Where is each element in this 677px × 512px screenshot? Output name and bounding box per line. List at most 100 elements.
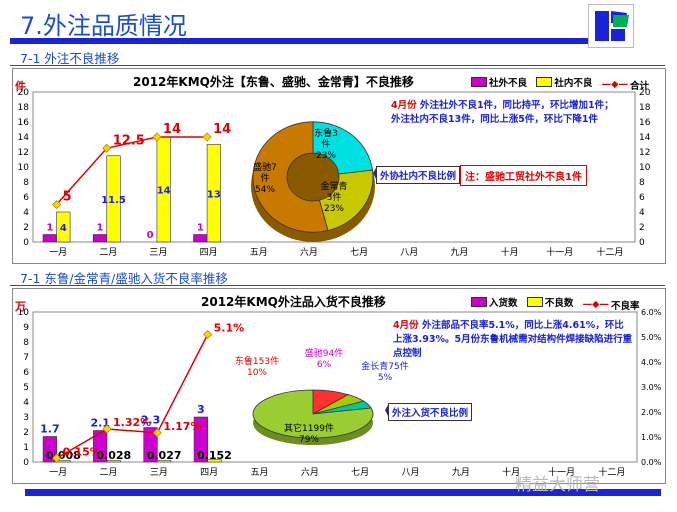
note-text: 外注部品不良率5.1%，同比上涨4.61%，环比上涨3.93%。5月份东鲁机械需…	[393, 320, 633, 359]
y2-tick-label: 10	[639, 163, 651, 173]
data-label: 0.028	[96, 449, 131, 462]
y-tick-label: 6	[23, 368, 29, 378]
line-marker	[102, 143, 112, 153]
legend-item: 合计	[629, 80, 649, 92]
pie-label: 盛驰7	[253, 161, 277, 173]
pie-label: 东鲁3	[314, 127, 338, 139]
line-data-label: 5	[63, 190, 72, 205]
y-tick-label: 4	[23, 208, 29, 218]
pie-slice	[318, 169, 374, 231]
pie-slice	[252, 121, 329, 233]
chart1-panel: 2012年KMQ外注【东鲁、盛驰、金常青】不良推移 社外不良 社内不良 —◆— 合…	[12, 68, 666, 264]
x-tick-label: 十月	[501, 246, 519, 258]
pie-label: 件	[260, 172, 269, 184]
x-tick-label: 八月	[401, 467, 419, 478]
y-tick-label: 1	[23, 443, 29, 453]
y2-tick-label: 6	[639, 193, 645, 203]
x-tick-label: 五月	[250, 467, 268, 478]
y2-tick-label: 4	[639, 208, 645, 218]
chart2-plot: 万 0 1 2 3 4 5 6 7 8 9 10 0.0% 1.0% 2.0% 3.0% 4.0% 5.0% 6.0…	[14, 300, 662, 478]
title-underline	[10, 38, 588, 44]
y2-tick-label: 0	[639, 238, 645, 248]
pie-label: 5%	[378, 373, 393, 383]
data-label: 4	[60, 223, 67, 234]
legend-item: 不良数	[544, 298, 574, 309]
y-tick-label: 8	[23, 178, 29, 188]
note-prefix: 4月份	[391, 100, 417, 111]
pie-label: 3件	[327, 191, 342, 203]
y-tick-label: 8	[23, 338, 29, 348]
y2-tick-label: 3.0%	[641, 383, 662, 392]
y-tick-label: 2	[23, 223, 29, 233]
x-tick-label: 六月	[300, 246, 318, 258]
y-tick-label: 9	[23, 323, 29, 333]
pie-slice	[252, 389, 374, 439]
data-label: 1	[96, 223, 103, 234]
x-tick-label: 八月	[400, 247, 418, 258]
y2-tick-label: 0.0%	[641, 458, 662, 467]
y2-tick-label: 2.0%	[641, 408, 662, 417]
section-rule-2	[10, 285, 665, 286]
y-tick-label: 0	[23, 238, 29, 248]
bar-社内不良	[56, 211, 71, 243]
x-tick-label: 十二月	[596, 246, 623, 258]
chart2-panel: 2012年KMQ外注品入货不良推移 入货数 不良数 —◆— 不良率 万 0 1 2 3 4 5…	[12, 288, 666, 484]
bar-入货数	[42, 436, 57, 463]
pie-label: 金长青75件	[361, 360, 408, 372]
bar-社外不良	[42, 234, 57, 243]
chart1-note: 4月份 外注社外不良1件，同比持平，环比增加1件；外注社内不良13件，同比上涨5…	[391, 99, 621, 127]
legend-item: 社内不良	[554, 78, 593, 89]
y2-tick-label: 2	[639, 223, 645, 233]
y2-tick-label: 16	[639, 118, 651, 128]
chart1-title: 2012年KMQ外注【东鲁、盛驰、金常青】不良推移	[133, 75, 414, 89]
footer-bar	[25, 489, 661, 496]
y-tick-label: 12	[18, 148, 29, 158]
pie-label: 23%	[324, 204, 344, 214]
bar-入货数	[93, 430, 108, 463]
y2-tick-label: 8	[639, 178, 645, 188]
pie-label: 金常青	[320, 180, 347, 192]
data-label: 14	[157, 186, 171, 197]
pie-label: 东鲁153件	[235, 355, 279, 367]
y2-tick-label: 20	[639, 88, 651, 98]
x-tick-label: 十二月	[598, 466, 625, 478]
line-data-label: 14	[163, 122, 181, 137]
pie-slice	[312, 121, 373, 175]
section-heading-2: 7-1 东鲁/金常青/盛驰入货不良率推移	[20, 271, 228, 286]
data-label: 1	[197, 223, 204, 234]
line-marker	[52, 453, 62, 463]
y-tick-label: 16	[18, 118, 30, 128]
chart2-legend: 入货数 不良数 —◆— 不良率	[471, 295, 645, 312]
line-不良率	[56, 334, 209, 459]
x-tick-label: 九月	[450, 247, 468, 258]
page-title: 7.外注品质情况	[20, 12, 187, 40]
section-rule-1	[10, 65, 665, 66]
x-tick-label: 五月	[250, 247, 268, 258]
callout-arrow	[373, 168, 376, 179]
bar-社外不良	[193, 234, 208, 243]
x-tick-label: 十一月	[546, 246, 573, 258]
y-tick-label: 7	[23, 353, 29, 363]
y-tick-label: 3	[23, 413, 29, 423]
note-prefix: 4月份	[393, 320, 419, 331]
y2-tick-label: 14	[639, 133, 651, 143]
line-marker	[102, 424, 112, 434]
x-tick-label: 六月	[301, 466, 319, 478]
x-tick-label: 三月	[149, 247, 167, 258]
data-label: 0	[147, 230, 154, 241]
pie-label: 其它1199件	[284, 422, 334, 434]
legend-item: 入货数	[489, 298, 518, 309]
x-tick-label: 二月	[99, 467, 117, 478]
data-label: 13	[207, 189, 221, 200]
line-data-label: 5.1%	[214, 322, 245, 335]
y-tick-label: 6	[23, 193, 29, 203]
bar-社内不良	[106, 155, 121, 243]
line-data-label: 12.5	[113, 133, 145, 148]
x-tick-label: 十一月	[548, 466, 575, 478]
bar-不良数	[106, 460, 121, 463]
bar-入货数	[143, 427, 158, 463]
line-data-label: 14	[213, 122, 231, 137]
line-marker	[152, 132, 162, 142]
line-合计	[56, 136, 208, 205]
chart1-redbox: 注：盛驰工贸社外不良1件	[460, 165, 587, 186]
